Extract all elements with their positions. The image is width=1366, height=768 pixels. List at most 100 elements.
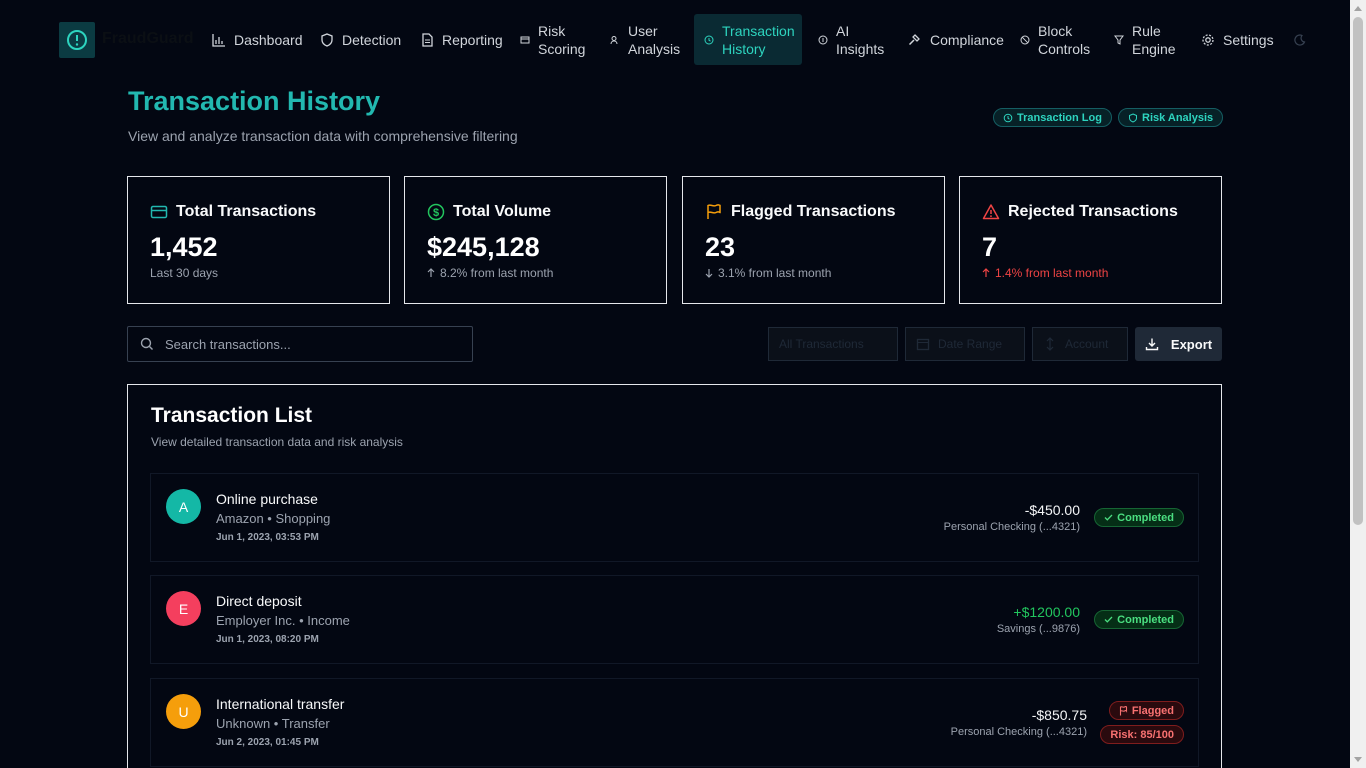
card-note: 1.4% from last month [982, 266, 1108, 280]
stat-card-flagged-transactions: Flagged Transactions 23 3.1% from last m… [682, 176, 945, 304]
scroll-down-arrow-icon[interactable] [1354, 757, 1362, 762]
transaction-row[interactable]: E Direct deposit Employer Inc. • Income … [150, 575, 1199, 664]
transaction-account: Personal Checking (...4321) [950, 726, 1087, 738]
card-value: $245,128 [427, 232, 540, 262]
card-note: 8.2% from last month [427, 266, 553, 280]
nav-item-ai-insights[interactable]: AI Insights [808, 14, 894, 65]
nav-item-risk-scoring[interactable]: Risk Scoring [510, 14, 595, 65]
info-circle-icon [818, 35, 828, 44]
transaction-meta: Unknown • Transfer [216, 716, 330, 731]
dollar-circle-icon: $ [427, 203, 445, 221]
credit-card-icon [150, 205, 168, 219]
brand-name[interactable]: FraudGuard [102, 30, 194, 47]
card-note-text: 1.4% from last month [995, 266, 1109, 280]
search-icon [140, 337, 153, 350]
transaction-date: Jun 1, 2023, 03:53 PM [216, 532, 319, 543]
pill-label: Transaction Log [1017, 111, 1102, 124]
page-scrollbar[interactable] [1350, 0, 1366, 768]
nav-label: Settings [1223, 31, 1274, 48]
warning-triangle-icon [982, 204, 1000, 220]
nav-item-user-analysis[interactable]: User Analysis [600, 14, 690, 65]
nav-item-settings[interactable]: Settings [1191, 14, 1284, 65]
file-text-icon [422, 32, 433, 47]
card-title: Flagged Transactions [731, 203, 896, 220]
export-label: Export [1170, 336, 1213, 352]
nav-label: Dashboard [234, 31, 303, 48]
card-note-text: 3.1% from last month [718, 266, 832, 280]
transaction-amount: +$1200.00 [1013, 604, 1080, 620]
stat-card-rejected-transactions: Rejected Transactions 7 1.4% from last m… [959, 176, 1222, 304]
transaction-meta: Employer Inc. • Income [216, 613, 350, 628]
card-header: Flagged Transactions [705, 203, 895, 221]
nav-item-compliance[interactable]: Compliance [898, 14, 1014, 65]
logo-icon[interactable] [59, 22, 95, 58]
transaction-account: Personal Checking (...4321) [943, 521, 1080, 533]
nav-item-block-controls[interactable]: Block Controls [1010, 14, 1100, 65]
nav-label: Transaction History [722, 22, 795, 57]
nav-item-reporting[interactable]: Reporting [410, 14, 513, 65]
avatar: A [166, 489, 201, 524]
account-label: Account [1065, 337, 1109, 351]
nav-label: AI Insights [836, 22, 885, 57]
card-value: 23 [705, 232, 736, 262]
card-title: Total Transactions [176, 203, 317, 220]
ban-icon [1020, 35, 1030, 44]
check-icon [1104, 514, 1113, 521]
page-subtitle: View and analyze transaction data with c… [128, 128, 518, 144]
pill-transaction-log[interactable]: Transaction Log [993, 108, 1112, 127]
nav-label: Risk Scoring [538, 22, 586, 57]
card-value: 1,452 [150, 232, 218, 262]
calendar-icon [916, 338, 930, 351]
nav-item-transaction-history[interactable]: Transaction History [694, 14, 802, 65]
bar-chart-icon [212, 33, 225, 47]
filter-icon [1114, 35, 1124, 45]
gear-icon [1202, 33, 1214, 46]
nav-item-dashboard[interactable]: Dashboard [202, 14, 313, 65]
transaction-date: Jun 2, 2023, 01:45 PM [216, 737, 319, 748]
list-subtitle: View detailed transaction data and risk … [151, 435, 403, 449]
arrow-up-icon [982, 268, 990, 277]
card-header: Rejected Transactions [982, 203, 1178, 221]
date-range-button[interactable]: Date Range [905, 327, 1025, 361]
export-button[interactable]: Export [1135, 327, 1222, 361]
scroll-thumb[interactable] [1353, 17, 1363, 525]
transaction-list-panel: Transaction List View detailed transacti… [127, 384, 1222, 768]
date-range-label: Date Range [938, 337, 1003, 351]
transaction-title: Online purchase [216, 491, 318, 507]
scroll-up-arrow-icon[interactable] [1354, 6, 1362, 11]
list-title: Transaction List [151, 404, 313, 427]
nav-item-rule-engine[interactable]: Rule Engine [1104, 14, 1186, 65]
account-select[interactable]: Account [1032, 327, 1128, 361]
sort-icon [1046, 337, 1054, 351]
risk-score-badge: Risk: 85/100 [1100, 725, 1184, 744]
pill-risk-analysis[interactable]: Risk Analysis [1118, 108, 1224, 127]
page-title: Transaction History [128, 86, 381, 116]
search-box[interactable] [127, 326, 473, 362]
search-input[interactable] [165, 336, 455, 352]
transaction-row[interactable]: U International transfer Unknown • Trans… [150, 678, 1199, 767]
gavel-icon [908, 33, 920, 45]
arrow-down-icon [705, 269, 713, 278]
card-note: 3.1% from last month [705, 266, 831, 280]
card-header: Total Transactions [150, 203, 316, 221]
nav-label: Detection [342, 31, 402, 48]
theme-toggle[interactable] [1284, 14, 1316, 65]
card-title: Total Volume [453, 203, 552, 220]
svg-text:$: $ [433, 207, 439, 219]
nav-label: Block Controls [1038, 22, 1091, 57]
transaction-title: International transfer [216, 696, 345, 712]
status-badge: Flagged [1108, 701, 1184, 720]
status-label: Flagged [1131, 704, 1174, 717]
stat-card-total-transactions: Total Transactions 1,452 Last 30 days [127, 176, 390, 304]
transaction-amount: -$450.00 [1024, 502, 1080, 518]
transaction-row[interactable]: A Online purchase Amazon • Shopping Jun … [150, 473, 1199, 562]
status-label: Completed [1117, 511, 1174, 524]
select-value: All Transactions [779, 337, 864, 351]
nav-label: Compliance [930, 31, 1004, 48]
transaction-type-select[interactable]: All Transactions [768, 327, 898, 361]
status-badge: Completed [1094, 508, 1184, 527]
avatar: E [166, 591, 201, 626]
nav-item-detection[interactable]: Detection [310, 14, 411, 65]
nav-label: Rule Engine [1132, 22, 1176, 57]
card-value: 7 [982, 232, 998, 262]
